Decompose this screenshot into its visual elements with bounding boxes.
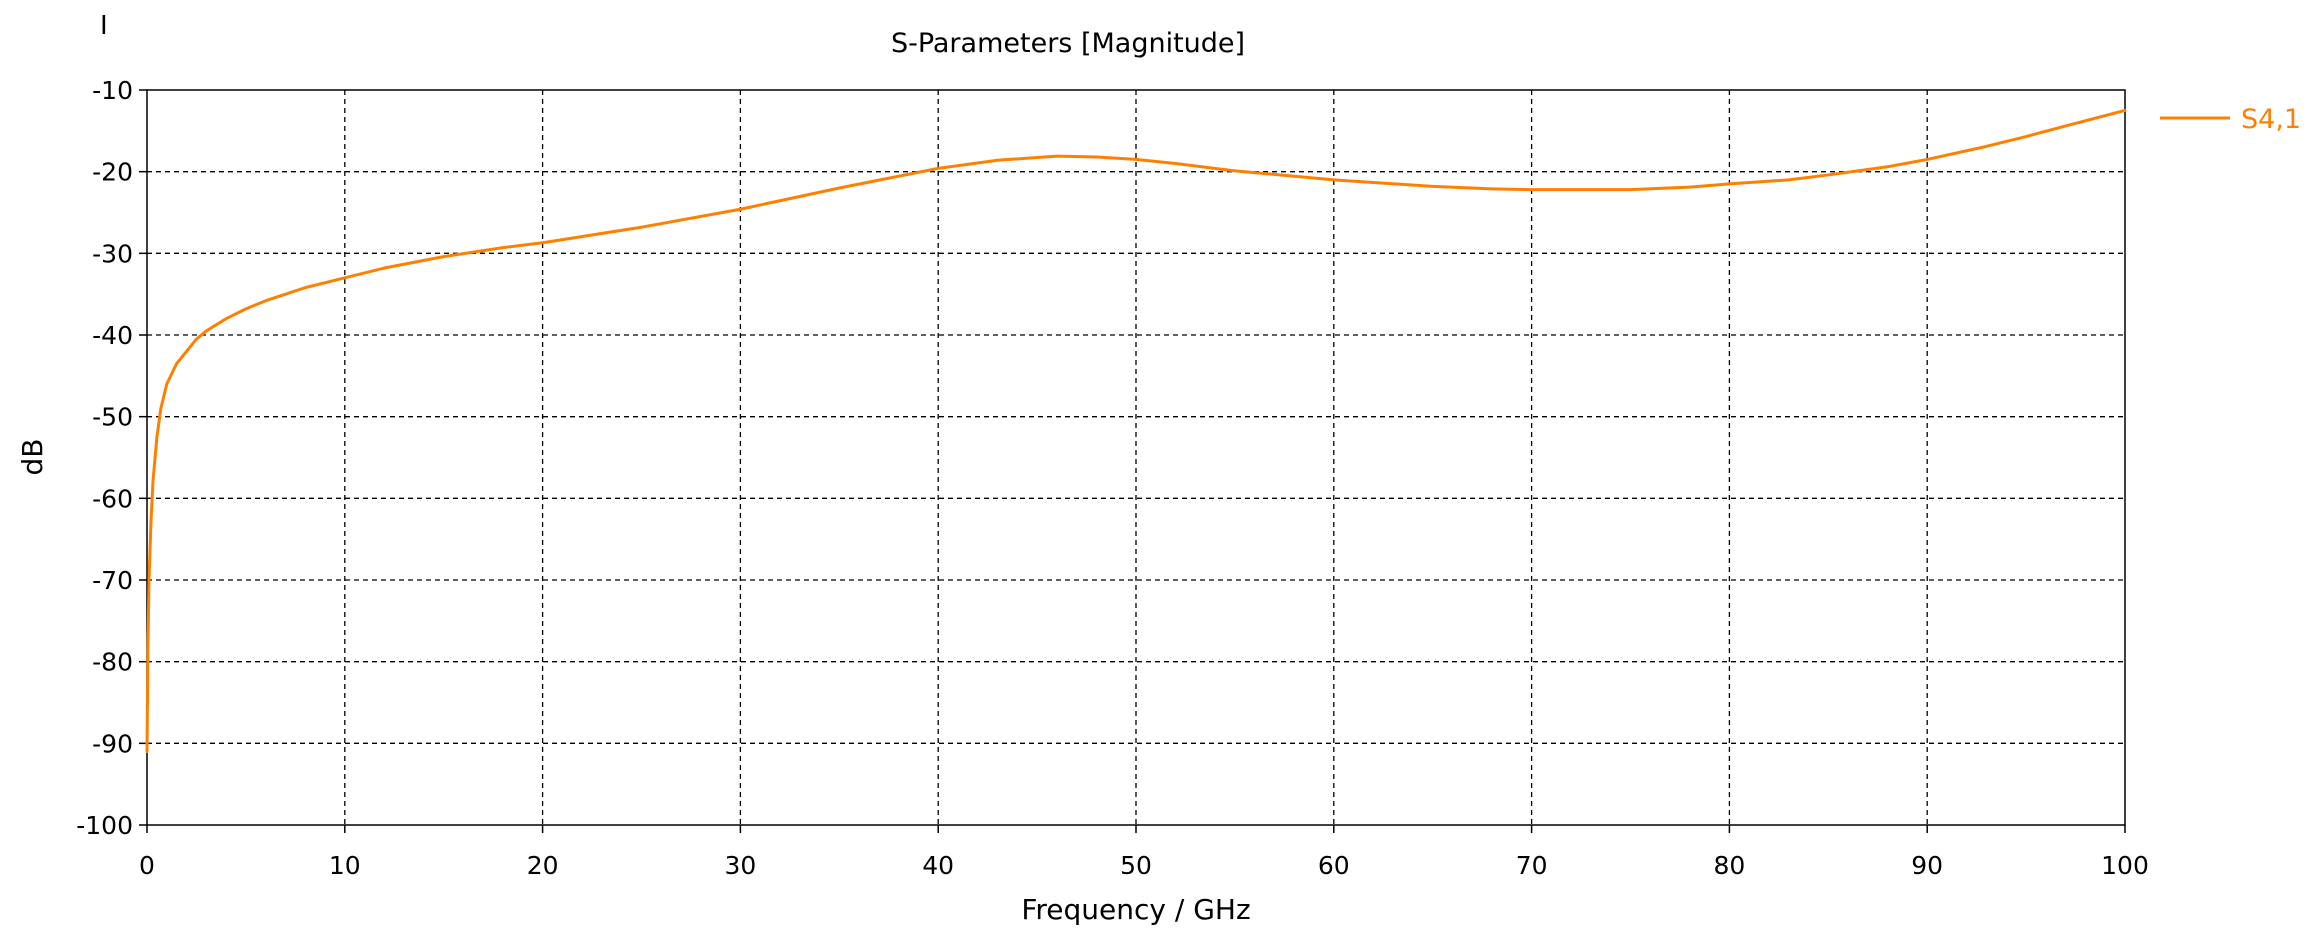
y-tick-label: -10 bbox=[92, 76, 133, 105]
y-axis: -10 -20 -30 -40 -50 -60 -70 -80 -90 -100 bbox=[76, 76, 147, 840]
series-layer bbox=[145, 108, 2127, 753]
x-tick-label: 80 bbox=[1713, 851, 1745, 880]
chart-title: S-Parameters [Magnitude] bbox=[891, 28, 1245, 59]
corner-mark: I bbox=[100, 11, 108, 41]
y-tick-label: -60 bbox=[92, 484, 133, 513]
x-tick-label: 0 bbox=[139, 851, 155, 880]
x-tick-label: 20 bbox=[527, 851, 559, 880]
y-tick-label: -70 bbox=[92, 566, 133, 595]
y-tick-label: -50 bbox=[92, 403, 133, 432]
y-axis-label: dB bbox=[16, 439, 49, 476]
x-tick-label: 70 bbox=[1516, 851, 1548, 880]
y-tick-label: -30 bbox=[92, 239, 133, 268]
y-tick-label: -90 bbox=[92, 729, 133, 758]
y-tick-label: -100 bbox=[76, 811, 133, 840]
y-tick-label: -20 bbox=[92, 158, 133, 187]
y-tick-label: -80 bbox=[92, 648, 133, 677]
legend: S4,1 bbox=[2160, 104, 2301, 135]
x-tick-label: 40 bbox=[922, 851, 954, 880]
x-tick-label: 30 bbox=[724, 851, 756, 880]
legend-label-s41: S4,1 bbox=[2241, 104, 2301, 135]
series-line-0 bbox=[145, 108, 2127, 753]
grid bbox=[147, 90, 2125, 825]
x-axis-label: Frequency / GHz bbox=[1021, 893, 1250, 926]
y-tick-label: -40 bbox=[92, 321, 133, 350]
x-tick-label: 90 bbox=[1911, 851, 1943, 880]
x-tick-label: 60 bbox=[1318, 851, 1350, 880]
x-axis: 0 10 20 30 40 50 60 70 80 90 100 bbox=[139, 825, 2149, 880]
x-tick-label: 50 bbox=[1120, 851, 1152, 880]
x-tick-label: 100 bbox=[2101, 851, 2149, 880]
x-tick-label: 10 bbox=[329, 851, 361, 880]
